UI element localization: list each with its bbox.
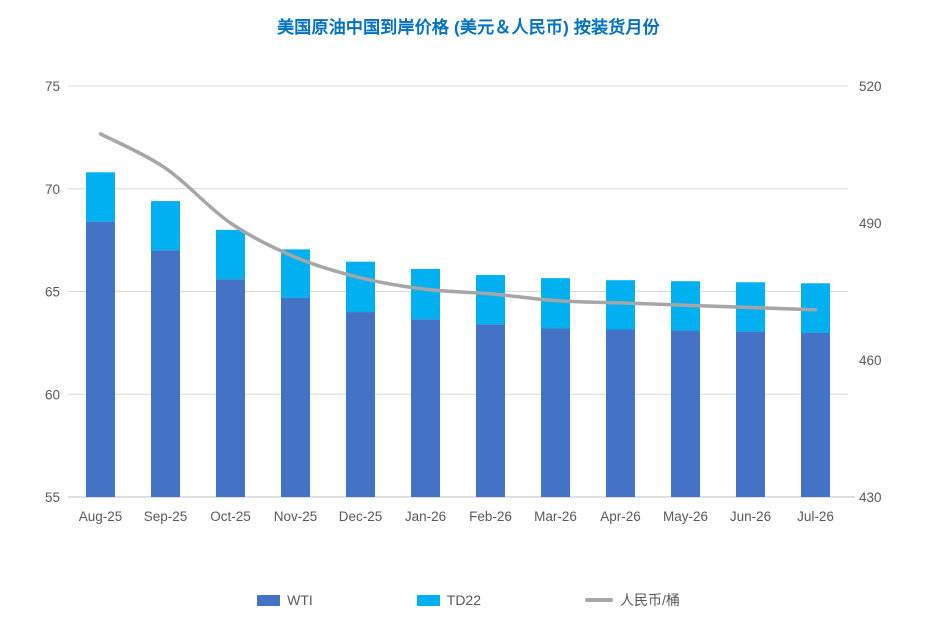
legend-label-td22: TD22 — [446, 592, 481, 608]
rmb-per-barrel-line — [98, 132, 818, 312]
y-axis-left-label: 65 — [45, 285, 60, 300]
legend-label-rmb: 人民币/桶 — [620, 592, 680, 608]
bar-td22-jan-26 — [411, 268, 440, 320]
chart-title: 美国原油中国到岸价格 (美元＆人民币) 按装货月份 — [277, 18, 660, 37]
bar-td22-dec-25 — [346, 261, 375, 313]
y-axis-right-label: 430 — [859, 490, 882, 505]
bar-td22-oct-25 — [216, 229, 245, 280]
x-axis-label: Mar-26 — [534, 509, 577, 524]
rmb-line-swatch-icon — [585, 598, 613, 602]
bar-wti-jun-26 — [736, 331, 765, 497]
td22-swatch-icon — [416, 594, 440, 606]
x-axis-label: May-26 — [663, 509, 708, 524]
bar-td22-sep-25 — [151, 201, 180, 251]
x-axis-label: Jun-26 — [730, 509, 771, 524]
y-axis-left-label: 55 — [45, 490, 60, 505]
y-axis-right-label: 490 — [859, 216, 882, 231]
legend-item-rmb: 人民币/桶 — [585, 590, 680, 610]
legend-item-wti: WTI — [257, 592, 313, 608]
x-axis-label: Dec-25 — [339, 509, 383, 524]
legend-item-td22: TD22 — [416, 592, 481, 608]
bar-wti-aug-25 — [86, 221, 115, 497]
x-axis-label: Nov-25 — [274, 509, 318, 524]
y-axis-left-label: 70 — [45, 182, 60, 197]
y-axis-left-label: 75 — [45, 79, 60, 94]
bar-wti-sep-25 — [151, 250, 180, 497]
x-axis-label: Oct-25 — [210, 509, 251, 524]
legend-label-wti: WTI — [287, 592, 313, 608]
x-axis-label: Jan-26 — [405, 509, 446, 524]
x-axis-label: Jul-26 — [797, 509, 834, 524]
bar-td22-mar-26 — [541, 278, 570, 329]
bar-wti-jul-26 — [801, 332, 830, 497]
x-axis-label: Aug-25 — [79, 509, 123, 524]
x-axis-label: Apr-26 — [600, 509, 641, 524]
legend: WTI TD22 人民币/桶 — [0, 590, 937, 610]
y-axis-right-label: 460 — [859, 353, 882, 368]
x-axis-label: Feb-26 — [469, 509, 512, 524]
bar-wti-feb-26 — [476, 324, 505, 497]
x-axis-label: Sep-25 — [144, 509, 188, 524]
bar-wti-nov-25 — [281, 297, 310, 497]
bar-wti-apr-26 — [606, 329, 635, 497]
y-axis-left-label: 60 — [45, 387, 60, 402]
bar-wti-oct-25 — [216, 279, 245, 497]
bar-wti-dec-25 — [346, 312, 375, 497]
bar-wti-may-26 — [671, 330, 700, 497]
wti-swatch-icon — [257, 594, 281, 606]
bar-wti-mar-26 — [541, 328, 570, 497]
y-axis-right-label: 520 — [859, 79, 882, 94]
bar-td22-feb-26 — [476, 275, 505, 325]
bar-wti-jan-26 — [411, 319, 440, 497]
bar-td22-aug-25 — [86, 172, 115, 222]
